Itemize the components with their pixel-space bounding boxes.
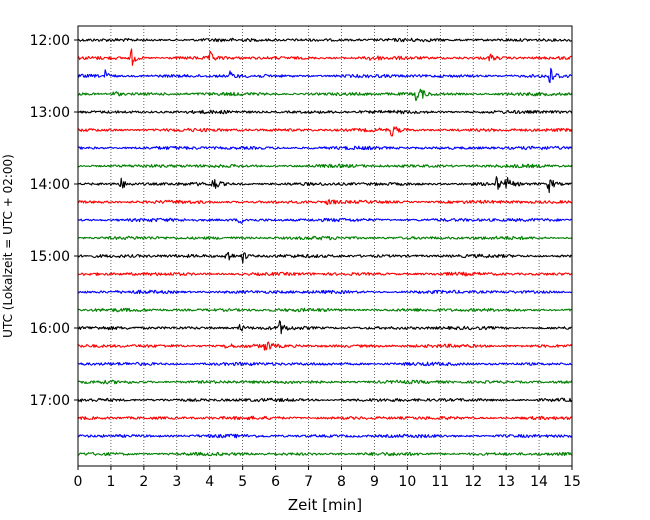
trace-line [77,415,572,421]
trace-line [77,37,572,43]
grid-lines [110,26,540,466]
trace-line [77,251,573,264]
trace-line [77,307,572,313]
trace-line [77,320,572,335]
trace-line [77,199,572,206]
trace-line [77,176,572,194]
x-tick-label: 7 [304,474,313,490]
trace-line [77,126,573,137]
x-tick-label: 3 [172,474,181,490]
x-tick-label: 14 [530,474,548,490]
x-tick-label: 1 [106,474,115,490]
x-tick-label: 8 [337,474,346,490]
trace-line [77,433,573,439]
trace-line [77,289,572,295]
trace-line [77,341,573,351]
trace-line [77,67,572,84]
x-tick-label: 0 [74,474,83,490]
trace-line [77,397,573,403]
trace-line [77,235,572,241]
x-tick-label: 13 [497,474,515,490]
trace-line [77,379,573,385]
y-tick-label: 15:00 [30,249,70,265]
x-axis-title: Zeit [min] [288,496,362,514]
trace-line [77,271,573,277]
trace-line [78,451,573,457]
plot-frame [77,25,573,467]
trace-line [77,217,572,224]
x-tick-label: 2 [139,474,148,490]
y-tick-label: 17:00 [30,393,70,409]
x-tick-label: 12 [464,474,482,490]
y-tick-label: 16:00 [30,321,70,337]
y-axis-title: UTC (Lokalzeit = UTC + 02:00) [1,154,15,338]
y-axis-ticks: 12:00 13:00 14:00 15:00 16:00 17:00 [30,33,78,409]
x-tick-label: 4 [205,474,214,490]
x-tick-label: 15 [563,474,581,490]
y-tick-label: 14:00 [30,177,70,193]
trace-line [77,109,573,115]
trace-line [77,361,572,367]
x-axis-ticks: 0 1 2 3 4 5 6 7 8 9 10 11 12 13 14 15 [74,466,581,490]
seismic-traces [77,37,573,457]
y-tick-label: 12:00 [30,33,70,49]
y-tick-label: 13:00 [30,105,70,121]
x-tick-label: 9 [370,474,379,490]
x-tick-label: 11 [431,474,449,490]
trace-line [77,88,573,101]
x-tick-label: 5 [238,474,247,490]
trace-line [77,163,573,169]
trace-line [77,145,573,151]
x-tick-label: 10 [398,474,416,490]
trace-line [77,48,572,66]
x-tick-label: 6 [271,474,280,490]
